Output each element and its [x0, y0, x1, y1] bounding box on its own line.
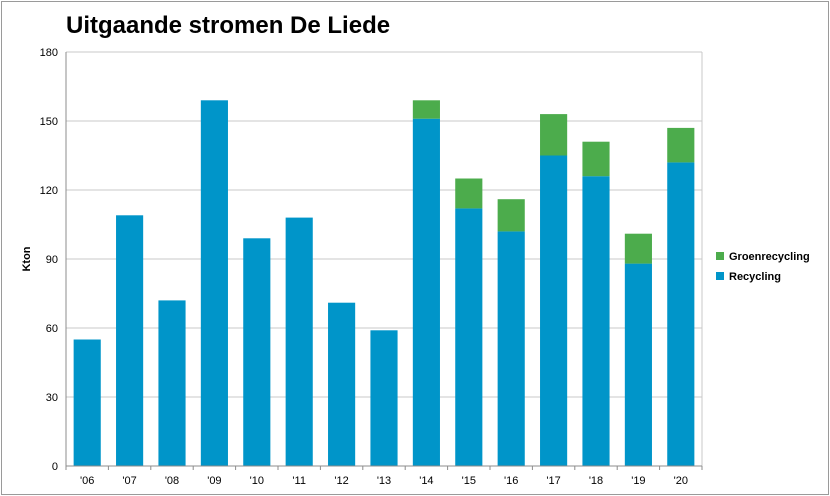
x-tick-labels: '06 '07 '08 '09 '10 '11 '12 '13 '14 '15 '16 '17 '18 '…	[80, 475, 688, 487]
y-tick-label: 120	[40, 185, 58, 197]
bar-recycling	[540, 155, 568, 466]
axes	[65, 52, 703, 470]
bars	[73, 100, 695, 467]
x-tick-label: '14	[419, 475, 433, 487]
x-tick-label: '19	[631, 475, 645, 487]
bar-recycling	[73, 339, 101, 466]
legend-swatch-recycling	[716, 272, 724, 280]
bar-groenrecycling	[540, 114, 568, 156]
x-tick-label: '13	[377, 475, 391, 487]
y-tick-label: 30	[46, 392, 58, 404]
y-tick-label: 150	[40, 116, 58, 128]
legend-label-recycling: Recycling	[729, 271, 781, 283]
y-tick-label: 180	[40, 47, 58, 59]
x-tick-label: '15	[462, 475, 476, 487]
x-tick-label: '09	[207, 475, 221, 487]
bar-recycling	[624, 263, 652, 466]
x-tick-label: '07	[122, 475, 136, 487]
bar-groenrecycling	[582, 141, 610, 177]
x-tick-label: '06	[80, 475, 94, 487]
bar-recycling	[412, 118, 440, 466]
bar-recycling	[582, 176, 610, 466]
legend: Groenrecycling Recycling	[716, 251, 810, 283]
y-tick-label: 0	[52, 461, 58, 473]
x-tick-label: '11	[292, 475, 306, 487]
bar-groenrecycling	[624, 233, 652, 264]
bar-recycling	[200, 100, 228, 467]
bar-recycling	[158, 300, 186, 466]
y-tick-labels: 0 30 60 90 120 150 180	[40, 47, 58, 473]
bar-groenrecycling	[497, 199, 525, 232]
x-tick-label: '17	[546, 475, 560, 487]
legend-label-groenrecycling: Groenrecycling	[729, 251, 810, 263]
bar-recycling	[328, 302, 356, 466]
x-tick-label: '08	[165, 475, 179, 487]
y-tick-label: 90	[46, 254, 58, 266]
bar-recycling	[667, 162, 695, 466]
bar-recycling	[116, 215, 144, 466]
bar-recycling	[370, 330, 398, 466]
bar-groenrecycling	[667, 127, 695, 163]
bar-recycling	[243, 238, 271, 466]
bar-recycling	[285, 217, 313, 466]
bar-groenrecycling	[455, 178, 483, 209]
bar-groenrecycling	[412, 100, 440, 119]
x-tick-label: '16	[504, 475, 518, 487]
bar-recycling	[497, 231, 525, 466]
bar-recycling	[455, 208, 483, 466]
y-axis-label: Kton	[21, 246, 33, 271]
legend-swatch-groenrecycling	[716, 252, 724, 260]
x-tick-label: '20	[674, 475, 688, 487]
chart-title: Uitgaande stromen De Liede	[66, 12, 391, 39]
x-tick-label: '10	[250, 475, 264, 487]
x-tick-label: '18	[589, 475, 603, 487]
x-tick-label: '12	[334, 475, 348, 487]
y-tick-label: 60	[46, 323, 58, 335]
